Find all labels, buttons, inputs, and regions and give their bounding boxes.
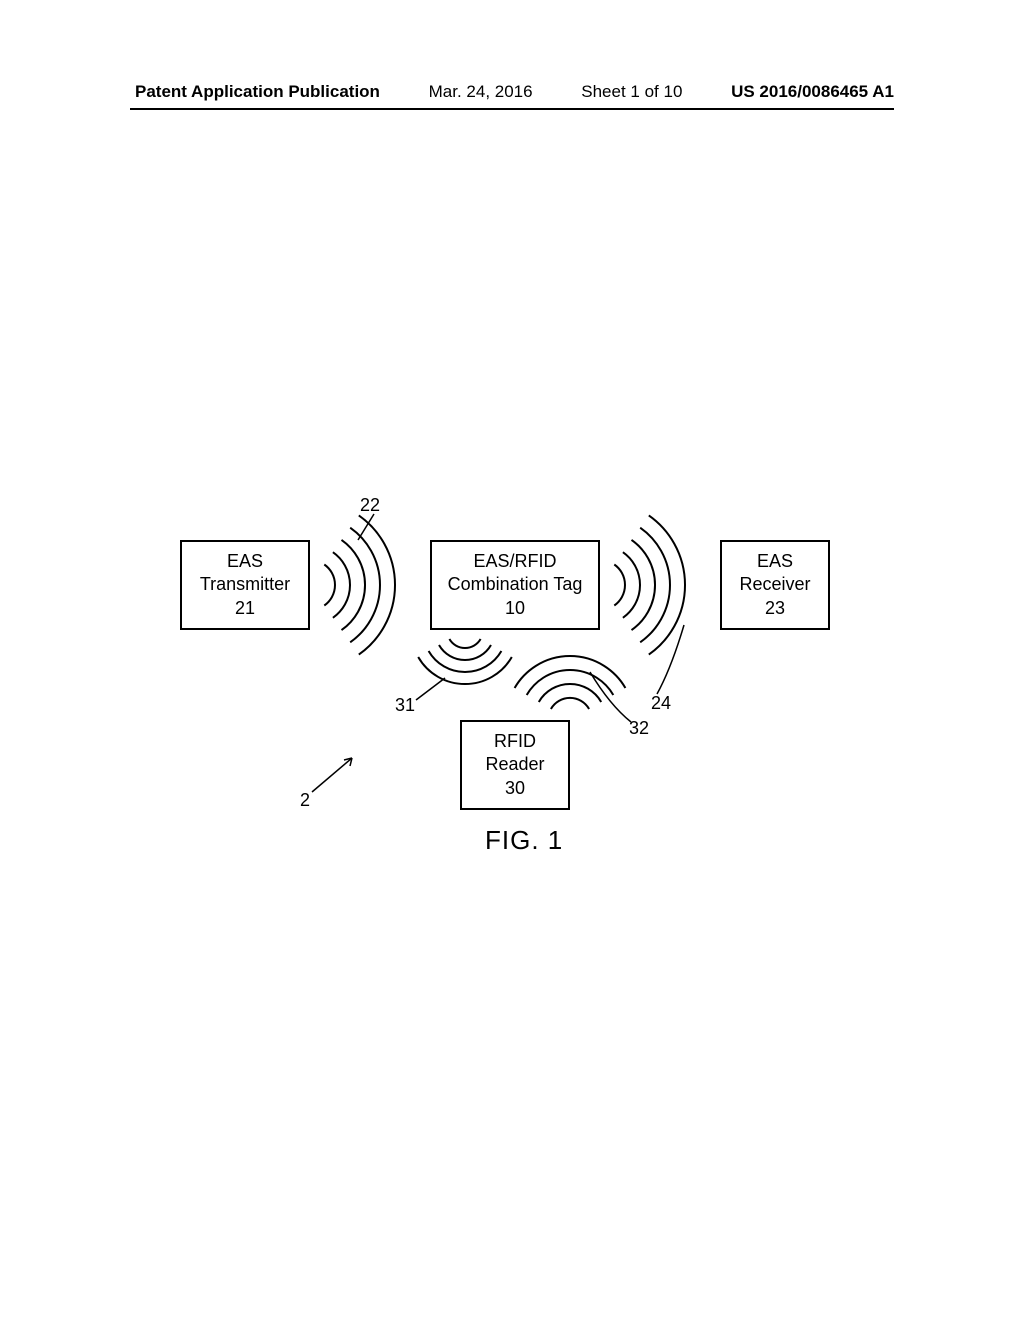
leader-lines — [0, 0, 1024, 1320]
figure-1: EAS Transmitter 21 EAS/RFID Combination … — [0, 0, 1024, 1320]
page: Patent Application Publication Mar. 24, … — [0, 0, 1024, 1320]
figure-title: FIG. 1 — [485, 825, 563, 856]
